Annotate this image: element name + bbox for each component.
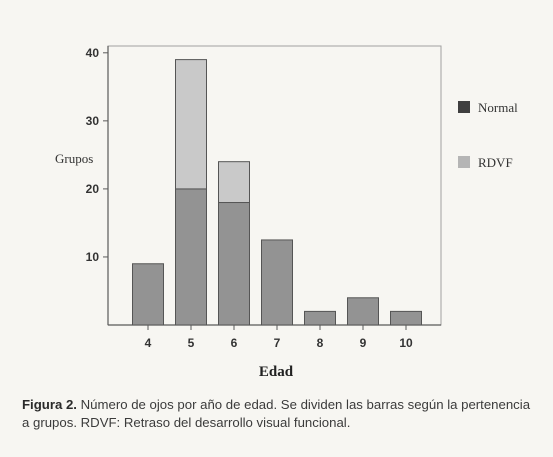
x-tick-label-7: 7 (274, 336, 281, 350)
legend-swatch-rdvf (458, 156, 470, 168)
legend: Normal RDVF (458, 100, 518, 170)
bar-normal-9 (347, 297, 379, 326)
x-tick-label-10: 10 (399, 336, 413, 350)
caption-text: Número de ojos por año de edad. Se divid… (22, 397, 531, 430)
x-axis-label: Edad (259, 364, 294, 380)
x-tick-label-6: 6 (231, 336, 238, 350)
y-tick-label-30: 30 (86, 114, 100, 128)
figure-caption: Figura 2. Número de ojos por año de edad… (22, 396, 537, 432)
y-tick-label-20: 20 (86, 182, 100, 196)
bar-normal-7 (261, 239, 293, 326)
caption-label: Figura 2. (22, 397, 77, 412)
legend-swatch-normal (458, 101, 470, 113)
bar-rdvf-5 (175, 59, 207, 190)
y-axis-label: Grupos (55, 151, 93, 166)
stacked-bar-chart: 10 20 30 40 4 5 6 7 8 9 10 Grupos Edad Normal RDV… (55, 45, 518, 380)
x-tick-label-4: 4 (145, 336, 152, 350)
bar-normal-10 (390, 310, 422, 326)
y-tick-label-10: 10 (86, 250, 100, 264)
legend-label-normal: Normal (478, 100, 518, 115)
chart-figure: 10 20 30 40 4 5 6 7 8 9 10 Grupos Edad Normal RDV… (55, 45, 518, 380)
x-tick-label-9: 9 (360, 336, 367, 350)
bar-normal-4 (132, 263, 164, 326)
y-ticks: 10 20 30 40 (86, 46, 108, 264)
x-tick-label-8: 8 (317, 336, 324, 350)
y-tick-label-40: 40 (86, 46, 100, 60)
x-ticks: 4 5 6 7 8 9 10 (145, 325, 413, 350)
bar-normal-5 (175, 188, 207, 326)
legend-label-rdvf: RDVF (478, 155, 513, 170)
bar-normal-8 (304, 310, 336, 326)
bar-normal-6 (218, 202, 250, 326)
bar-rdvf-6 (218, 161, 250, 204)
bars-layer (132, 59, 422, 326)
x-tick-label-5: 5 (188, 336, 195, 350)
